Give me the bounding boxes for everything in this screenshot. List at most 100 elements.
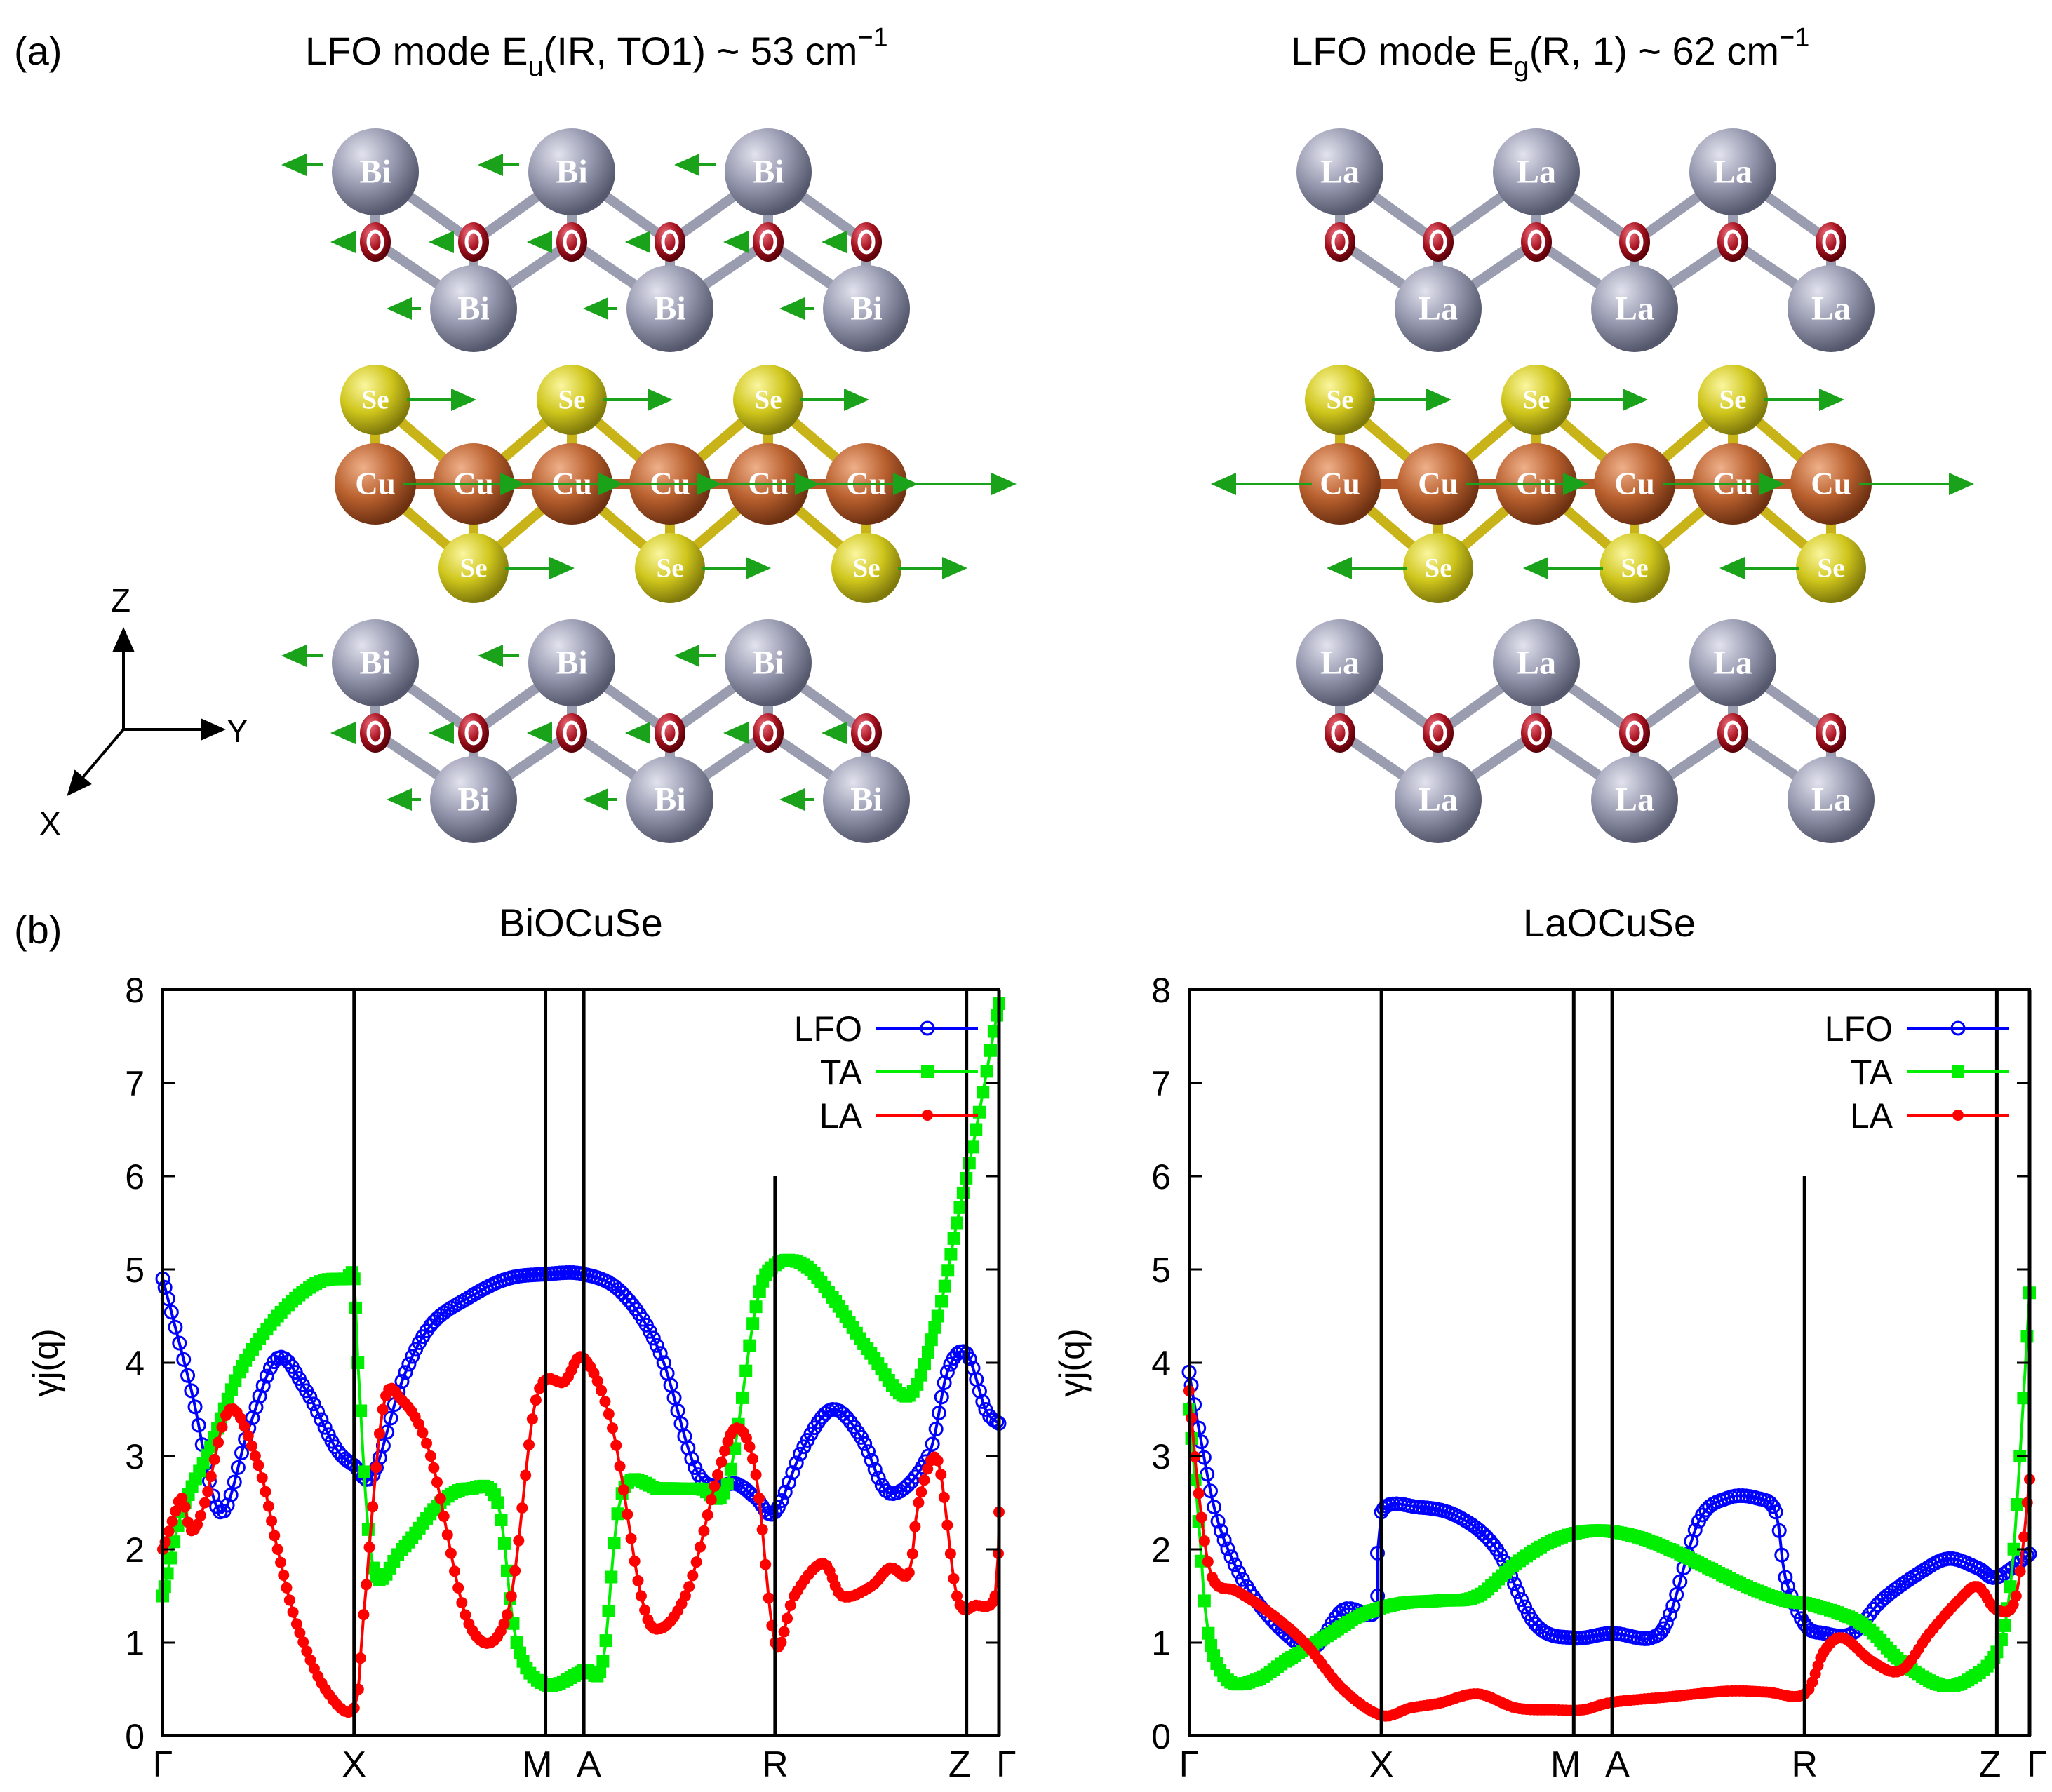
- series-group: [155, 997, 1007, 1718]
- data-point: [775, 1636, 787, 1648]
- data-point: [413, 1418, 424, 1430]
- x-tick-label: Γ: [2027, 1744, 2047, 1785]
- o-atom-bottom-4: [1717, 713, 1748, 753]
- data-point: [290, 1618, 302, 1630]
- data-point: [987, 1025, 1000, 1038]
- data-point: [1227, 1557, 1242, 1572]
- cu-atom-3-label: Cu: [1614, 466, 1655, 501]
- o-atom-bottom-2-sphere: [556, 713, 587, 753]
- bi-atom-bottom-lower-1: Bi: [626, 756, 713, 843]
- data-point: [608, 1537, 621, 1550]
- data-point: [301, 1645, 313, 1657]
- data-point: [1809, 1668, 1821, 1680]
- legend-marker: [1950, 1020, 1966, 1036]
- o-atom-top-5: [1816, 222, 1846, 262]
- la-atom-bottom-lower-1-sphere: [1591, 756, 1678, 843]
- data-point: [935, 1295, 948, 1308]
- cu-atom-5-sphere: [1790, 443, 1872, 525]
- data-point: [724, 1462, 737, 1476]
- x-tick-label: A: [1605, 1744, 1630, 1785]
- data-point: [297, 1636, 309, 1648]
- data-point: [1369, 1545, 1385, 1561]
- o-atom-top-3-sphere: [1619, 222, 1650, 262]
- se-atom-upper-1-sphere: [537, 365, 607, 435]
- data-point: [421, 1437, 433, 1449]
- data-point: [361, 1523, 375, 1536]
- data-point: [501, 1609, 513, 1621]
- y-tick-label: 3: [1151, 1437, 1171, 1476]
- data-point: [405, 1349, 420, 1364]
- data-point: [266, 1515, 278, 1527]
- data-point: [516, 1502, 528, 1514]
- y-tick-label: 4: [125, 1344, 145, 1383]
- data-point: [361, 1579, 373, 1591]
- o-atom-top-4-label-ring: [1724, 229, 1742, 255]
- data-point: [1198, 1594, 1211, 1608]
- data-point: [1195, 1511, 1207, 1523]
- o-atom-top-5-label-ring: [1822, 229, 1840, 255]
- data-point: [684, 1451, 699, 1467]
- la-atom-top-upper-0: La: [1296, 128, 1383, 215]
- data-point: [1205, 1638, 1218, 1652]
- la-atom-top-lower-1: La: [1591, 265, 1678, 352]
- data-point: [1514, 1592, 1529, 1608]
- y-axis-label: γj(q): [26, 1328, 65, 1396]
- o-atom-bottom-5-label-ring: [857, 720, 876, 746]
- x-tick-label: X: [1369, 1744, 1394, 1785]
- bi-atom-top-lower-0: Bi: [430, 265, 517, 352]
- data-point: [909, 1521, 921, 1532]
- cu-atom-1-sphere: [1397, 443, 1479, 525]
- data-point: [781, 1475, 796, 1490]
- left-title-sub: u: [528, 51, 543, 82]
- data-point: [367, 1501, 379, 1513]
- data-point: [460, 1609, 471, 1621]
- x-tick-label: M: [522, 1744, 552, 1785]
- la-atom-top-upper-2-label: La: [1713, 154, 1752, 191]
- data-point: [497, 1537, 511, 1550]
- data-point: [2020, 1330, 2034, 1343]
- se-atom-upper-0-label: Se: [1327, 385, 1354, 415]
- data-point: [354, 1404, 368, 1417]
- data-point: [526, 1413, 538, 1425]
- y-tick-label: 5: [1151, 1251, 1171, 1290]
- o-atom-top-5-label-ring: [857, 229, 876, 255]
- data-point: [632, 1575, 644, 1586]
- data-point: [1658, 1615, 1674, 1631]
- x-axis-label: X: [39, 805, 61, 842]
- se-atom-upper-0-label: Se: [362, 385, 389, 415]
- o-atom-top-5-sphere: [1816, 222, 1846, 262]
- y-tick-label: 3: [125, 1437, 145, 1476]
- data-point: [523, 1439, 535, 1450]
- data-point: [431, 1476, 443, 1488]
- data-point: [520, 1469, 532, 1481]
- la-atom-bottom-upper-2-label: La: [1713, 645, 1752, 682]
- data-point: [784, 1599, 796, 1611]
- data-point: [2010, 1590, 2022, 1602]
- series-group: [1181, 1286, 2037, 1722]
- series-markers-la: [1183, 1385, 2035, 1722]
- series-markers-la: [157, 1351, 1005, 1718]
- legend-label-lfo: LFO: [1825, 1009, 1893, 1049]
- data-point: [306, 1396, 321, 1412]
- data-point: [164, 1551, 177, 1565]
- data-point: [918, 1358, 931, 1371]
- la-atom-top-upper-2-sphere: [1689, 128, 1776, 215]
- legend-label-ta: TA: [1851, 1053, 1893, 1092]
- data-point: [370, 1462, 382, 1474]
- data-point: [670, 1403, 685, 1418]
- data-point: [294, 1627, 306, 1639]
- series-markers-ta: [156, 997, 1005, 1692]
- data-point: [760, 1558, 772, 1570]
- data-point: [690, 1556, 702, 1568]
- y-tick-label: 1: [125, 1624, 145, 1663]
- data-point: [950, 1216, 963, 1230]
- data-point: [505, 1590, 517, 1602]
- data-point: [2010, 1497, 2023, 1511]
- data-point: [262, 1500, 274, 1512]
- data-point: [1662, 1607, 1677, 1622]
- cu-atom-0: Cu: [335, 443, 416, 525]
- data-point: [1672, 1574, 1688, 1589]
